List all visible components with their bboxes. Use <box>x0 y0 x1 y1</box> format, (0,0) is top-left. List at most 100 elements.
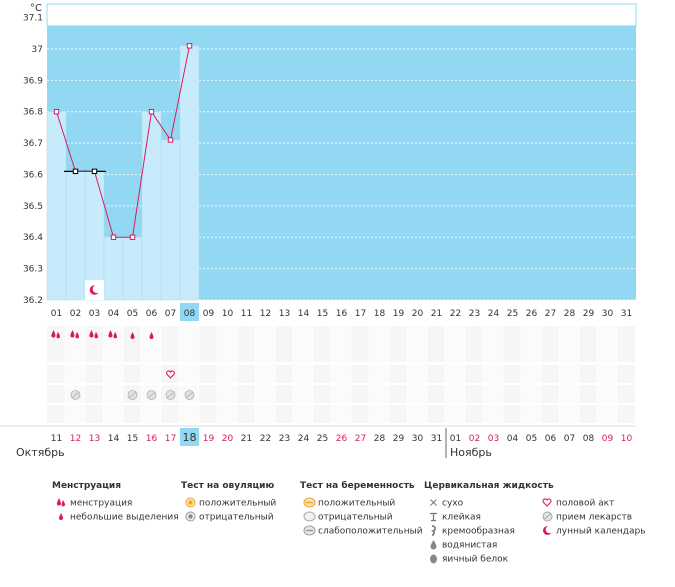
legend-item: яичный белок <box>424 552 554 566</box>
symbol-cell <box>313 365 331 383</box>
legend-item: положительный <box>300 496 423 510</box>
legend-title: Тест на овуляцию <box>181 481 275 491</box>
current-date-highlight <box>180 428 199 446</box>
symbol-cell <box>218 344 236 362</box>
symbol-cell <box>351 344 369 362</box>
symbol-cell <box>503 405 521 423</box>
symbol-cell <box>351 365 369 383</box>
symbol-cell <box>294 365 312 383</box>
symbol-cell <box>199 385 217 403</box>
symbol-cell <box>237 405 255 423</box>
egg-white-icon <box>424 552 442 566</box>
legend-cervical: Цервикальная жидкость сухо клейкая кремо… <box>424 481 554 566</box>
symbol-cell <box>560 385 578 403</box>
symbol-cell <box>484 344 502 362</box>
cycle-day-label: 15 <box>317 309 328 319</box>
symbol-cell <box>389 405 407 423</box>
calendar-day-label: 20 <box>222 434 234 444</box>
symbol-cell <box>427 405 445 423</box>
y-tick-label: 37.1 <box>23 14 43 24</box>
symbol-cell <box>579 405 597 423</box>
symbol-cell <box>332 405 350 423</box>
symbol-cell <box>579 385 597 403</box>
symbol-cell <box>104 344 122 362</box>
symbol-cell <box>446 344 464 362</box>
symbol-cell <box>313 385 331 403</box>
symbol-cell <box>598 365 616 383</box>
legend-item: небольшие выделения <box>52 510 179 524</box>
symbol-cell <box>199 405 217 423</box>
symbol-cell <box>85 385 103 403</box>
temperature-point <box>53 109 60 115</box>
calendar-day-label: 15 <box>127 434 138 444</box>
symbol-cell <box>427 326 445 344</box>
symbol-cell <box>617 344 635 362</box>
symbol-cell <box>541 385 559 403</box>
legend-title: Тест на беременность <box>300 481 415 491</box>
symbol-cell <box>237 385 255 403</box>
symbol-cell <box>579 344 597 362</box>
heart-icon <box>538 496 556 510</box>
symbol-cell <box>66 344 84 362</box>
cycle-day-label: 08 <box>184 309 196 319</box>
symbol-cell <box>218 385 236 403</box>
symbol-cell <box>408 365 426 383</box>
symbol-cell <box>275 385 293 403</box>
symbol-cell <box>370 365 388 383</box>
cycle-day-label: 24 <box>488 309 500 319</box>
symbol-cell <box>389 365 407 383</box>
symbol-cell <box>408 405 426 423</box>
y-tick-label: 36.3 <box>23 265 43 275</box>
symbol-cell <box>598 344 616 362</box>
symbol-cell <box>180 365 198 383</box>
symbol-cell <box>161 326 179 344</box>
symbol-cell <box>237 365 255 383</box>
calendar-day-label: 26 <box>336 434 348 444</box>
legend-title: Менструация <box>52 481 121 491</box>
calendar-day-label: 19 <box>203 434 215 444</box>
calendar-day-label: 28 <box>374 434 386 444</box>
symbol-cell <box>104 405 122 423</box>
legend-item: положительный <box>181 496 276 510</box>
symbol-cell <box>389 344 407 362</box>
symbol-cell <box>522 405 540 423</box>
calendar-day-label: 12 <box>70 434 81 444</box>
symbol-cell <box>351 405 369 423</box>
symbol-cell <box>541 405 559 423</box>
calendar-day-label: 21 <box>241 434 252 444</box>
symbol-cell <box>237 326 255 344</box>
symbol-cell <box>446 405 464 423</box>
cycle-day-label: 19 <box>393 309 405 319</box>
symbol-cell <box>465 344 483 362</box>
symbol-cell <box>180 344 198 362</box>
symbol-cell <box>294 405 312 423</box>
temperature-point <box>72 168 79 175</box>
month-label-november: Ноябрь <box>450 446 492 459</box>
temperature-bar <box>103 236 124 301</box>
moon-icon-cutout <box>92 284 101 294</box>
symbol-cell <box>446 365 464 383</box>
cycle-day-label: 12 <box>260 309 271 319</box>
calendar-day-label: 11 <box>51 434 62 444</box>
symbol-cell <box>161 365 179 383</box>
heavy-drop-icon <box>108 330 117 339</box>
temperature-point <box>148 109 155 115</box>
y-tick-label: 36.7 <box>23 139 43 149</box>
heavy-drop-icon <box>89 330 98 339</box>
legend-item: половой акт <box>538 496 646 510</box>
temperature-point <box>91 168 98 175</box>
pill-icon-line <box>167 392 174 398</box>
symbol-cell <box>256 344 274 362</box>
symbol-cell <box>465 405 483 423</box>
creamy-icon <box>424 524 442 538</box>
temperature-bar <box>65 171 86 301</box>
symbol-cell <box>370 385 388 403</box>
cycle-day-label: 22 <box>450 309 461 319</box>
cycle-day-label: 31 <box>621 309 632 319</box>
calendar-day-label: 14 <box>108 434 120 444</box>
symbol-cell <box>541 326 559 344</box>
cycle-day-label: 05 <box>127 309 138 319</box>
symbol-cell <box>560 326 578 344</box>
symbol-cell <box>598 405 616 423</box>
symbol-cell <box>427 365 445 383</box>
